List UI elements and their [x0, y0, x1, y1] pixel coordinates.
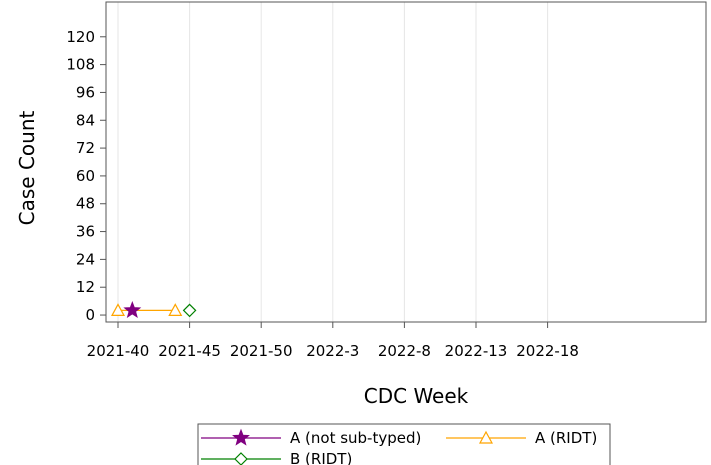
x-tick-label: 2022-3	[306, 342, 359, 360]
x-axis-ticks: 2021-40 2021-45 2021-50 2022-3 2022-8 2022-13…	[87, 322, 579, 360]
data-point-triangle	[168, 303, 183, 317]
legend-box	[197, 423, 611, 465]
x-tick-label: 2021-50	[230, 342, 293, 360]
legend-label: B (RIDT)	[290, 450, 352, 465]
data-point-star	[123, 301, 142, 319]
y-tick-label: 12	[76, 278, 95, 296]
x-tick-label: 2022-8	[378, 342, 431, 360]
y-axis-ticks: 0 12 24 36 48 60 72 84 96 108 120	[66, 28, 106, 324]
legend-item: A (RIDT)	[446, 429, 597, 447]
y-tick-label: 60	[76, 167, 95, 185]
x-tick-label: 2021-45	[158, 342, 221, 360]
legend-marker-triangle	[478, 430, 494, 444]
y-tick-label: 72	[76, 139, 95, 157]
y-tick-label: 96	[76, 83, 95, 101]
data-point-triangle	[110, 303, 126, 317]
legend-item: A (not sub-typed)	[201, 428, 421, 447]
y-tick-label: 48	[76, 195, 95, 213]
legend-label: A (not sub-typed)	[290, 429, 421, 447]
x-axis-title: CDC Week	[364, 384, 469, 408]
y-tick-label: 84	[76, 111, 95, 129]
legend-marker-diamond	[234, 452, 248, 465]
series-1	[123, 301, 142, 319]
y-tick-label: 120	[66, 28, 95, 46]
y-tick-label: 36	[76, 223, 95, 241]
y-tick-label: 108	[66, 56, 95, 74]
series-3	[182, 303, 197, 318]
x-gridlines	[117, 2, 549, 322]
y-axis-title: Case Count	[15, 110, 39, 225]
legend-marker-star	[232, 428, 250, 446]
x-tick-label: 2022-13	[445, 342, 508, 360]
y-tick-label: 24	[76, 250, 95, 268]
legend-item: B (RIDT)	[201, 450, 352, 465]
data-point-diamond	[182, 303, 197, 318]
legend-label: A (RIDT)	[535, 429, 597, 447]
series	[110, 301, 197, 319]
plot-area-frame	[105, 1, 707, 323]
series-2	[110, 303, 183, 317]
y-tick-label: 0	[85, 306, 95, 324]
x-tick-label: 2021-40	[87, 342, 150, 360]
legend: A (not sub-typed) A (RIDT) B (RIDT)	[197, 423, 611, 465]
x-tick-label: 2022-18	[516, 342, 579, 360]
